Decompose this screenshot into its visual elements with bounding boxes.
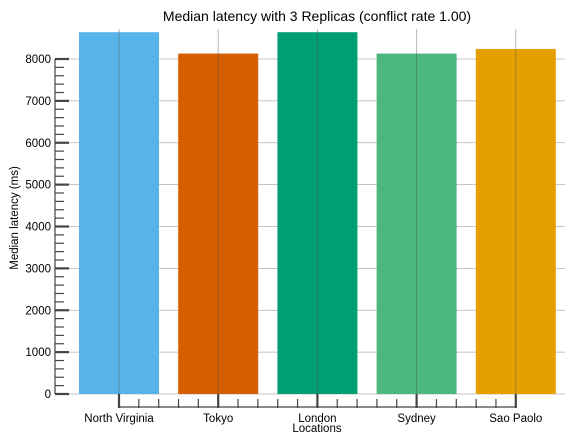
y-tick-label: 0: [45, 389, 51, 401]
y-tick-label: 1000: [25, 347, 51, 359]
y-tick-label: 5000: [25, 180, 51, 192]
bar-north-virginia: [79, 32, 159, 394]
bar-layer: [79, 32, 556, 395]
y-tick-label: 8000: [25, 54, 51, 66]
axis-layer: 0 1000 2000 3000 4000 5000 6000 7000 8000 North V…: [25, 54, 542, 425]
bar-sydney: [376, 53, 457, 395]
x-tick-label: London: [298, 413, 336, 425]
x-tick-label: Sydney: [397, 413, 436, 425]
bar-london: [277, 32, 358, 394]
bar-tokyo: [178, 53, 259, 395]
x-tick-label: Sao Paolo: [489, 413, 542, 425]
bar-sao-paolo: [475, 48, 556, 394]
y-axis-label: Median latency (ms): [9, 166, 21, 270]
y-tick-label: 4000: [25, 222, 51, 234]
vertical-grid-layer: [118, 29, 517, 394]
x-tick-label: North Virginia: [84, 413, 154, 425]
chart-title: Median latency with 3 Replicas (conflict…: [163, 8, 471, 24]
y-tick-label: 7000: [25, 96, 51, 108]
y-tick-label: 2000: [25, 305, 51, 317]
y-tick-label: 6000: [25, 138, 51, 150]
x-tick-label: Tokyo: [203, 413, 233, 425]
x-axis-label: Locations: [292, 423, 341, 435]
y-tick-label: 3000: [25, 263, 51, 275]
